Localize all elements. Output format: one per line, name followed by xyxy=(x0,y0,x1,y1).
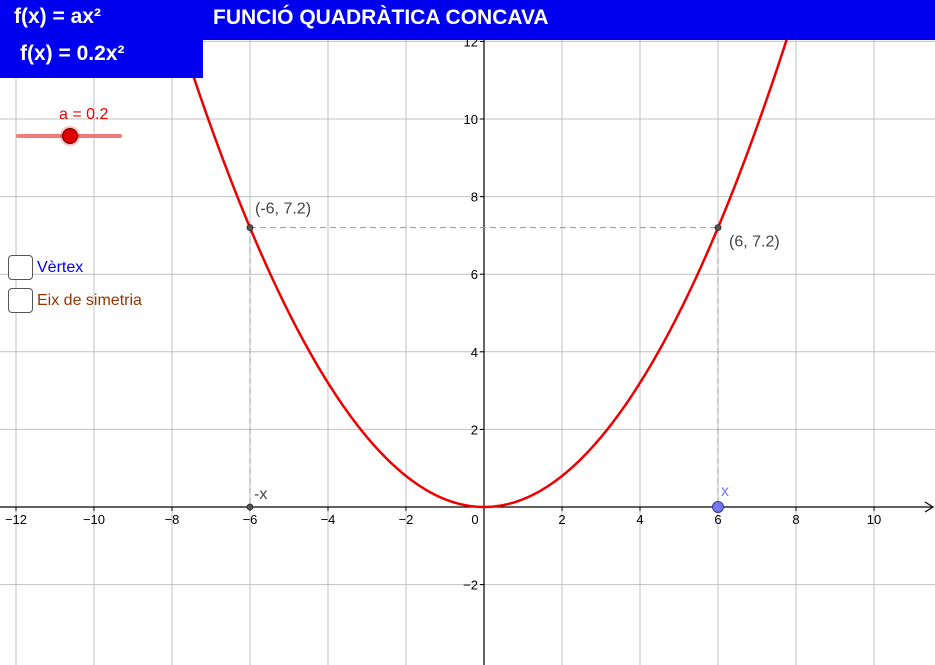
x-tick-label: 8 xyxy=(792,512,799,527)
y-tick-label: 8 xyxy=(471,190,478,205)
curve-point xyxy=(247,225,253,231)
y-tick-label: −2 xyxy=(463,578,478,593)
x-tick-label: −8 xyxy=(165,512,180,527)
axis-point-label: -x xyxy=(254,486,267,503)
y-tick-label: 10 xyxy=(464,112,478,127)
x-tick-label: −2 xyxy=(399,512,414,527)
point-label: (-6, 7.2) xyxy=(255,201,311,218)
points: (-6, 7.2) (6, 7.2) -x x xyxy=(247,201,780,513)
x-tick-label: 4 xyxy=(636,512,643,527)
point-label: (6, 7.2) xyxy=(729,234,780,251)
checkbox-row-vertex[interactable]: Vèrtex xyxy=(8,255,83,280)
x-tick-label: −12 xyxy=(5,512,27,527)
title-bar: FUNCIÓ QUADRÀTICA CONCAVA xyxy=(203,0,935,40)
axis-point-neg-x xyxy=(247,504,253,510)
y-tick-label: 6 xyxy=(471,267,478,282)
curve-point xyxy=(715,225,721,231)
symmetry-axis-checkbox[interactable] xyxy=(8,288,33,313)
x-tick-label: 10 xyxy=(867,512,881,527)
y-tick-label: 2 xyxy=(471,422,478,437)
x-tick-label: −10 xyxy=(83,512,105,527)
x-tick-label: 0 xyxy=(471,512,478,527)
x-tick-label: 2 xyxy=(558,512,565,527)
x-axis-ticks: −12 −10 −8 −6 −4 −2 0 2 4 6 8 10 xyxy=(5,507,881,527)
page-title: FUNCIÓ QUADRÀTICA CONCAVA xyxy=(213,6,549,30)
symmetry-axis-checkbox-label: Eix de simetria xyxy=(37,292,142,310)
vertex-checkbox[interactable] xyxy=(8,255,33,280)
formula-specific: f(x) = 0.2x² xyxy=(20,42,124,66)
checkbox-row-axis[interactable]: Eix de simetria xyxy=(8,288,142,313)
formula-box: f(x) = ax² f(x) = 0.2x² xyxy=(0,0,203,78)
axis-point-x[interactable] xyxy=(713,502,724,513)
x-tick-label: −4 xyxy=(321,512,336,527)
vertex-checkbox-label: Vèrtex xyxy=(37,259,83,277)
x-tick-label: −6 xyxy=(243,512,258,527)
y-tick-label: 4 xyxy=(471,345,478,360)
slider-handle[interactable] xyxy=(62,128,78,144)
x-tick-label: 6 xyxy=(714,512,721,527)
formula-general: f(x) = ax² xyxy=(14,5,101,29)
slider-a[interactable]: a = 0.2 xyxy=(14,104,126,150)
slider-label: a = 0.2 xyxy=(59,106,108,124)
axis-point-label: x xyxy=(721,483,729,500)
